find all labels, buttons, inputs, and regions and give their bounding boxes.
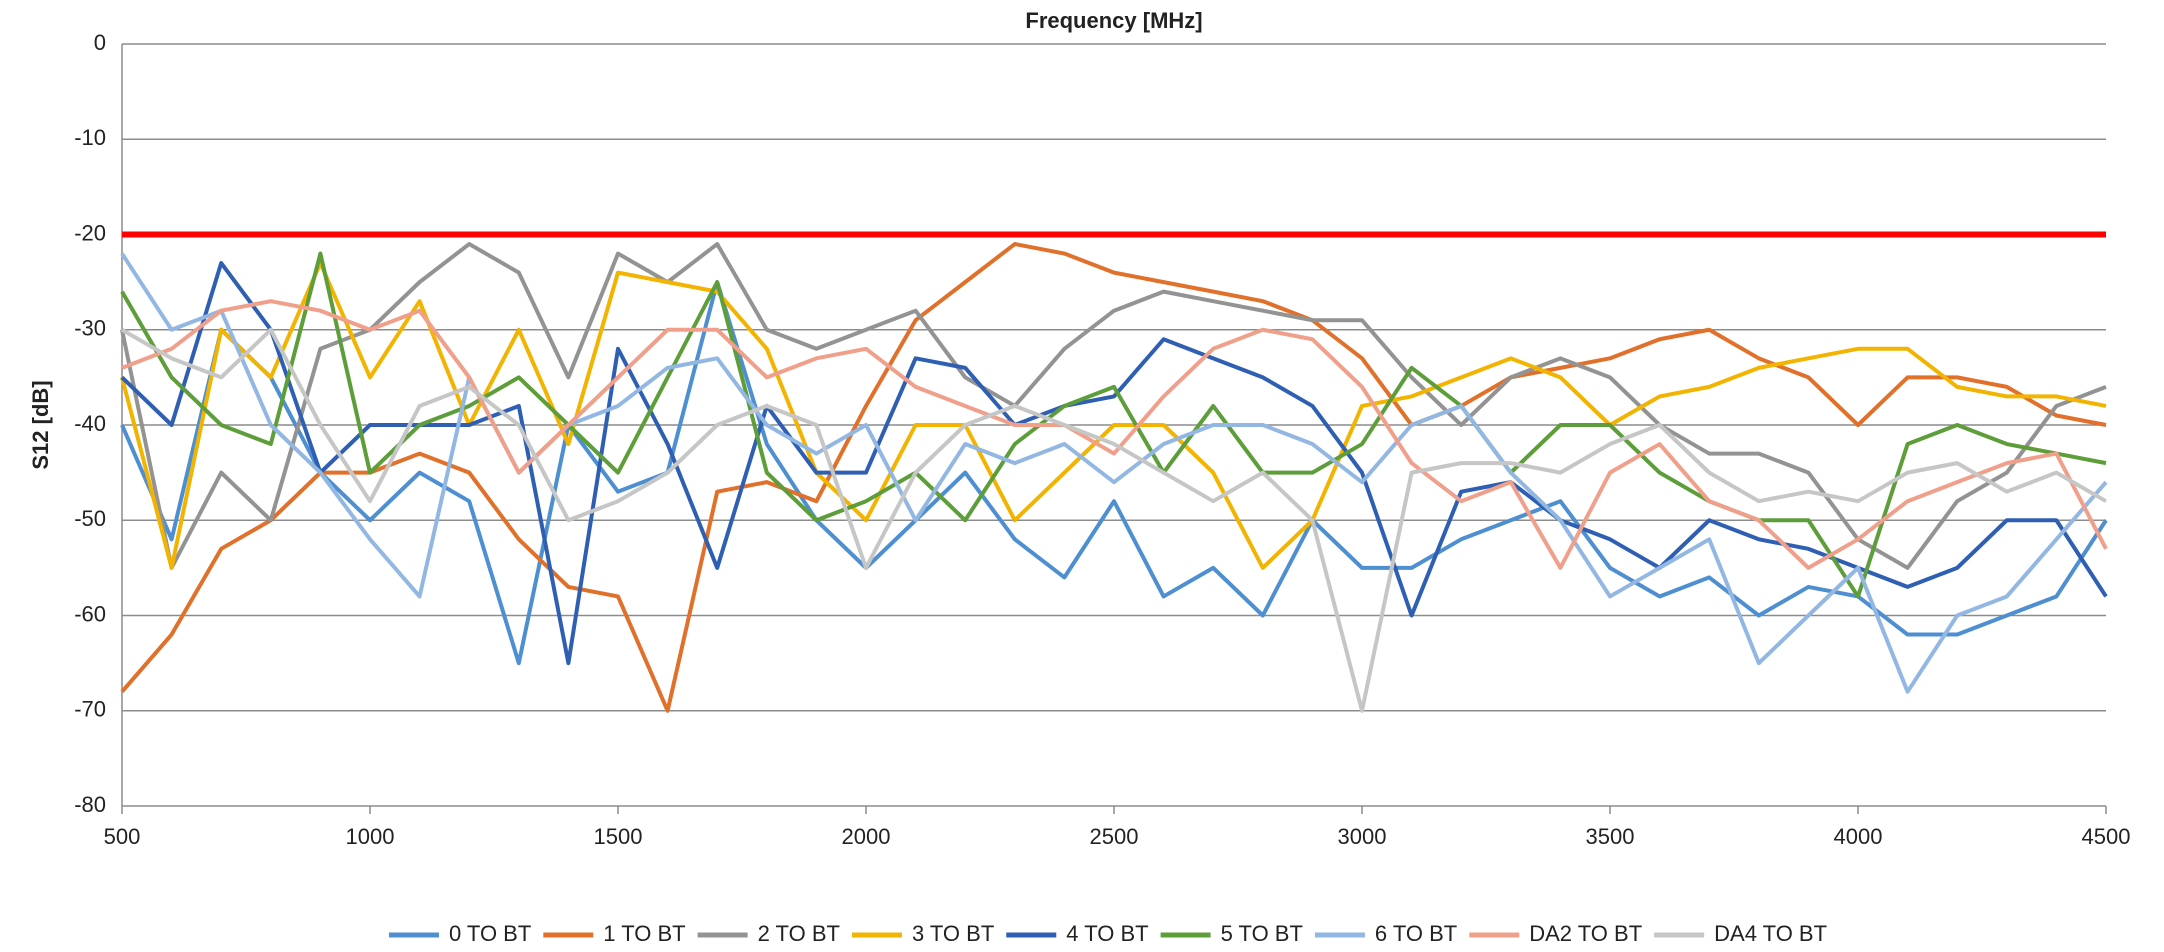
y-tick-label: -70 [74, 697, 106, 722]
x-tick-label: 2000 [842, 824, 891, 849]
x-tick-label: 1500 [594, 824, 643, 849]
legend-label: 4 TO BT [1066, 921, 1148, 946]
series-line [120, 252, 2108, 694]
x-tick-label: 3500 [1586, 824, 1635, 849]
y-tick-label: -60 [74, 601, 106, 626]
x-tick-label: 2500 [1090, 824, 1139, 849]
series-line [120, 261, 2108, 666]
y-tick-label: -30 [74, 316, 106, 341]
y-tick-label: -50 [74, 506, 106, 531]
legend-label: DA2 TO BT [1529, 921, 1642, 946]
y-tick-label: -10 [74, 125, 106, 150]
x-tick-label: 3000 [1338, 824, 1387, 849]
x-tick-label: 4000 [1834, 824, 1883, 849]
legend-label: 2 TO BT [758, 921, 840, 946]
legend-label: 3 TO BT [912, 921, 994, 946]
y-tick-label: -20 [74, 220, 106, 245]
legend-label: DA4 TO BT [1714, 921, 1827, 946]
x-tick-label: 1000 [346, 824, 395, 849]
y-tick-label: -80 [74, 792, 106, 817]
series-line [120, 251, 2107, 599]
x-tick-label: 500 [104, 824, 141, 849]
y-axis-label: S12 [dB] [28, 380, 53, 469]
y-tick-label: -40 [74, 411, 106, 436]
legend-label: 6 TO BT [1375, 921, 1457, 946]
y-tick-label: 0 [94, 30, 106, 55]
series-line [120, 242, 2107, 570]
legend-label: 1 TO BT [603, 921, 685, 946]
series-line [120, 261, 2107, 570]
legend-label: 5 TO BT [1221, 921, 1303, 946]
x-tick-label: 4500 [2082, 824, 2131, 849]
legend-label: 0 TO BT [449, 921, 531, 946]
chart-title: Frequency [MHz] [1025, 8, 1202, 33]
series-line [121, 327, 2107, 713]
series-line [120, 280, 2108, 666]
series-line [121, 299, 2108, 570]
